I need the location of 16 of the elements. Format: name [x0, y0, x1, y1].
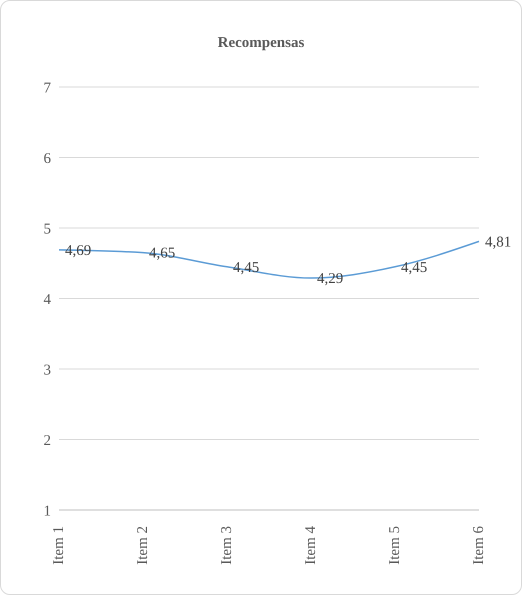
x-tick-label: Item 2	[135, 526, 151, 565]
y-tick-label: 6	[44, 150, 52, 167]
x-tick-label: Item 6	[471, 526, 487, 565]
x-tick-label: Item 4	[303, 526, 319, 565]
chart-title: Recompensas	[216, 35, 306, 52]
x-tick-label: Item 3	[219, 526, 235, 565]
y-tick-label: 3	[44, 362, 51, 378]
x-tick-label: Item 1	[51, 526, 67, 565]
y-tick-label: 5	[44, 221, 51, 238]
y-tick-label: 4	[44, 292, 52, 308]
y-tick-label: 7	[44, 80, 52, 96]
y-tick-label: 2	[44, 432, 51, 449]
data-label: 4,45	[401, 260, 428, 276]
x-tick-label: Item 5	[387, 526, 403, 565]
data-label: 4,81	[485, 234, 512, 250]
y-tick-label: 1	[44, 503, 51, 520]
